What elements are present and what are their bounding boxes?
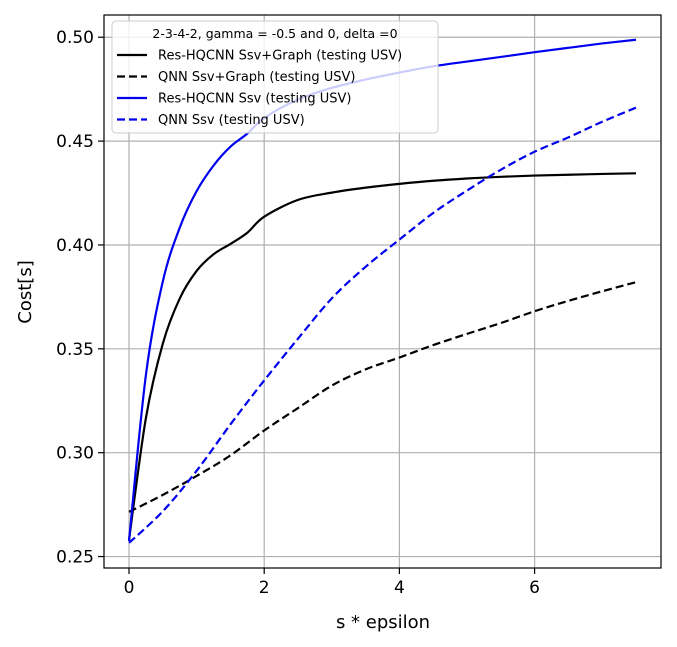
y-tick-label: 0.35	[56, 340, 94, 360]
legend-entry-label: Res-HQCNN Ssv (testing USV)	[158, 92, 351, 107]
y-tick-label: 0.40	[56, 236, 94, 256]
x-tick-label: 2	[259, 578, 270, 598]
plot-frame	[103, 14, 662, 569]
series-line-1	[127, 172, 637, 541]
x-axis-label: s * epsilon	[336, 612, 430, 633]
y-tick-label: 0.30	[56, 444, 94, 464]
y-tick-label: 0.25	[56, 548, 94, 568]
x-tick-label: 4	[394, 578, 405, 598]
legend-entries: Res-HQCNN Ssv+Graph (testing USV) QNN Ssv…	[117, 49, 402, 128]
legend-box	[111, 20, 439, 134]
axis-ticks: 0 2 4 6 0.25 0.30 0.35 0.40 0.45 0.50	[56, 28, 540, 598]
legend-entry-label: QNN Ssv (testing USV)	[158, 113, 305, 128]
legend-title: 2-3-4-2, gamma = -0.5 and 0, delta =0	[152, 26, 397, 41]
y-axis-label: Cost[s]	[15, 260, 36, 323]
series-line-4	[128, 106, 637, 544]
legend-entry-label: Res-HQCNN Ssv+Graph (testing USV)	[158, 49, 402, 64]
y-tick-label: 0.45	[56, 132, 94, 152]
y-tick-label: 0.50	[56, 28, 94, 48]
legend: 2-3-4-2, gamma = -0.5 and 0, delta =0 Re…	[111, 20, 439, 134]
x-tick-label: 0	[124, 578, 135, 598]
legend-entry-label: QNN Ssv+Graph (testing USV)	[158, 70, 355, 85]
x-tick-label: 6	[529, 578, 540, 598]
series-line-2	[128, 281, 637, 513]
